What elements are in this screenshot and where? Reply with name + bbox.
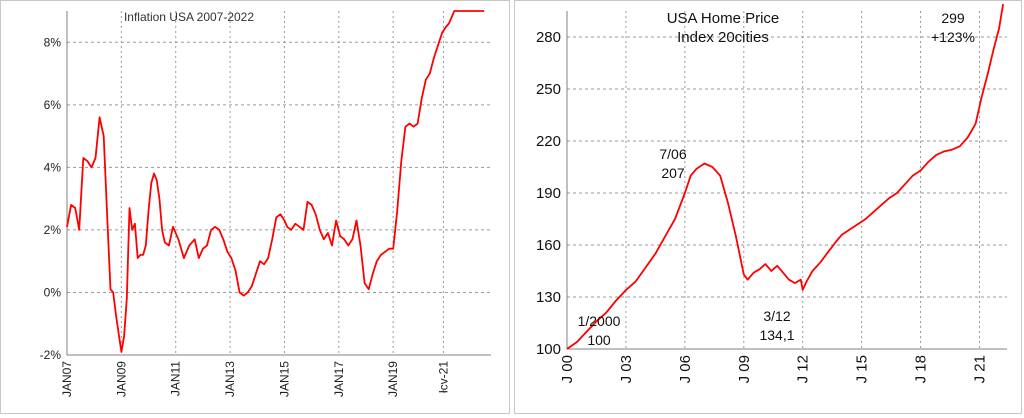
x-tick-label: JAN13 — [223, 361, 237, 397]
annotation-label: 7/06 — [659, 146, 686, 162]
chart-subtitle: Index 20cities — [677, 29, 769, 46]
home-price-chart: 100 130 160 190 220 250 280 J 00 J 03 J 06 J 09 J 1… — [536, 3, 1007, 383]
x-tick-label: łcv-21 — [436, 361, 450, 393]
y-tick-label: 250 — [536, 81, 561, 98]
x-tick-label: JAN15 — [277, 361, 291, 397]
x-tick-label: J 18 — [913, 355, 930, 383]
y-tick-label: 0% — [44, 285, 62, 299]
chart-title: Inflation USA 2007-2022 — [124, 10, 254, 24]
y-tick-label: -2% — [40, 348, 62, 362]
x-tick-label: J 06 — [677, 355, 694, 383]
x-tick-label: JAN07 — [60, 361, 74, 397]
inflation-chart-panel: -2% 0% 2% 4% 6% 8% JAN07 JAN09 JAN11 JAN13 JAN15 JA… — [0, 0, 510, 414]
annotation-label: +123% — [931, 29, 975, 45]
x-tick-label: JAN11 — [169, 361, 183, 396]
x-tick-label: J 03 — [618, 355, 635, 383]
y-tick-label: 100 — [536, 341, 561, 358]
y-tick-label: 280 — [536, 29, 561, 46]
inflation-series-line — [66, 10, 485, 353]
x-tick-label: J 12 — [795, 355, 812, 383]
chart-title: USA Home Price — [667, 10, 780, 27]
annotation-label: 299 — [941, 10, 965, 26]
x-tick-label: J 15 — [854, 355, 871, 383]
x-tick-label: JAN09 — [114, 361, 128, 397]
y-tick-label: 160 — [536, 237, 561, 254]
x-tick-label: J 00 — [559, 355, 576, 383]
y-tick-label: 6% — [44, 98, 62, 112]
y-tick-label: 220 — [536, 133, 561, 150]
home-price-chart-panel: 100 130 160 190 220 250 280 J 00 J 03 J 06 J 09 J 1… — [514, 0, 1022, 414]
inflation-chart: -2% 0% 2% 4% 6% 8% JAN07 JAN09 JAN11 JAN13 JAN15 JA… — [40, 10, 491, 397]
home-price-series-line — [566, 3, 1004, 350]
y-tick-label: 190 — [536, 185, 561, 202]
annotation-label: 134,1 — [759, 327, 794, 343]
annotation-label: 3/12 — [763, 308, 790, 324]
x-tick-label: JAN19 — [386, 361, 400, 397]
y-tick-label: 2% — [44, 223, 62, 237]
x-tick-label: J 21 — [972, 355, 989, 383]
annotation-label: 1/2000 — [578, 313, 621, 329]
x-tick-label: JAN17 — [332, 361, 346, 397]
y-tick-label: 8% — [44, 35, 62, 49]
x-tick-label: J 09 — [736, 355, 753, 383]
y-tick-label: 4% — [44, 160, 62, 174]
annotation-label: 207 — [661, 165, 685, 181]
annotation-label: 100 — [587, 332, 611, 348]
y-tick-label: 130 — [536, 289, 561, 306]
